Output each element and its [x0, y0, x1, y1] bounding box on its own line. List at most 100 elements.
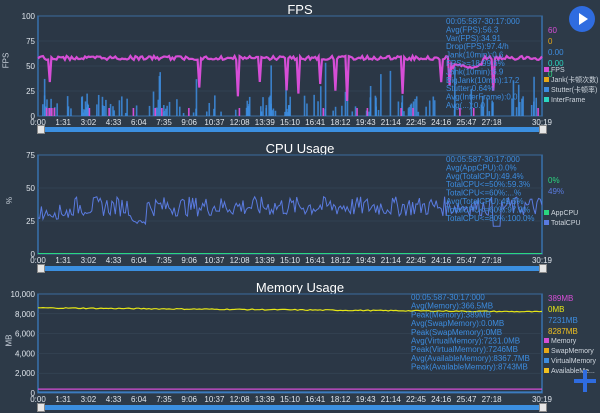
stutter-bar: [50, 98, 52, 116]
stutter-bar: [319, 86, 322, 116]
stutter-bar: [148, 105, 151, 116]
x-tick-label: 0:00: [30, 118, 46, 127]
cpu-chart: 0 25 50 75 0:00 1:31 3:02 4:33 6:04 7:35 9:06 10:37…: [26, 151, 581, 265]
x-tick-label: 18:12: [330, 118, 351, 127]
stutter-bar: [289, 96, 292, 116]
x-tick-label: 4:33: [106, 256, 122, 265]
x-tick-label: 13:39: [255, 395, 276, 404]
x-tick-label: 18:12: [330, 395, 351, 404]
legend-label[interactable]: SwapMemory: [551, 348, 594, 355]
jank-bar: [322, 108, 325, 116]
x-tick-label: 18:12: [330, 256, 351, 265]
x-tick-label: 1:31: [55, 256, 71, 265]
stat-line: Jank(10min):0.6: [446, 51, 504, 60]
current-value: 389MB: [548, 294, 573, 303]
stat-line: TotalCPU<=80%:100.0%: [446, 214, 535, 223]
current-value: 7231MB: [548, 316, 578, 325]
legend-label[interactable]: Memory: [551, 338, 577, 345]
cpu-scroll-start-handle[interactable]: [37, 264, 45, 273]
legend-swatch: [544, 67, 549, 72]
stutter-bar: [124, 112, 127, 116]
stutter-bar: [425, 106, 427, 116]
x-tick-label: 16:41: [305, 118, 326, 127]
legend-label[interactable]: VirtualMemory: [551, 358, 596, 365]
legend-swatch: [544, 87, 549, 92]
jank-bar: [45, 108, 48, 116]
stutter-bar: [286, 108, 288, 116]
stutter-bar: [214, 95, 216, 116]
stutter-bar: [344, 91, 347, 116]
legend-label[interactable]: Jank(卡顿次数): [551, 75, 598, 84]
stutter-bar: [324, 62, 327, 116]
y-tick-label: 25: [26, 87, 35, 96]
stutter-bar: [135, 105, 138, 116]
fps-timeline-scrollbar[interactable]: [38, 127, 544, 132]
stutter-bar: [262, 97, 264, 116]
jank-bar: [53, 108, 56, 116]
legend-label[interactable]: Stutter(卡顿率): [551, 85, 597, 94]
x-tick-label: 9:06: [181, 256, 197, 265]
stutter-bar: [208, 102, 211, 116]
stutter-bar: [285, 82, 287, 116]
y-tick-label: 100: [22, 12, 36, 21]
jank-bar: [49, 108, 51, 116]
stutter-bar: [375, 106, 377, 116]
stutter-bar: [101, 96, 104, 116]
x-tick-label: 6:04: [131, 256, 147, 265]
stat-line: Avg(AppCPU):0.0%: [446, 163, 517, 172]
stutter-bar: [313, 94, 315, 116]
stutter-bar: [521, 98, 523, 116]
stutter-bar: [428, 100, 431, 116]
current-value: 0.00: [548, 59, 564, 68]
stat-line: Avg(AvailableMemory):8367.7MB: [411, 354, 530, 363]
stutter-bar: [492, 102, 494, 116]
cpu-scroll-end-handle[interactable]: [539, 264, 547, 273]
jank-bar: [88, 108, 91, 116]
x-tick-label: 24:16: [431, 256, 452, 265]
stutter-bar: [518, 102, 521, 116]
legend-label[interactable]: InterFrame: [551, 97, 585, 104]
legend-label[interactable]: TotalCPU: [551, 220, 581, 227]
stutter-bar: [268, 97, 270, 116]
current-value: 8287MB: [548, 327, 578, 336]
stutter-bar: [374, 95, 377, 116]
add-button[interactable]: [572, 368, 598, 394]
plus-icon: [574, 370, 596, 392]
stutter-bar: [260, 111, 262, 116]
stutter-bar: [517, 84, 520, 116]
stutter-bar: [168, 101, 171, 116]
stutter-bar: [126, 98, 128, 116]
stutter-bar: [46, 99, 48, 116]
x-tick-label: 7:35: [156, 118, 172, 127]
stutter-bar: [66, 96, 69, 116]
fps-scroll-end-handle[interactable]: [539, 125, 547, 134]
play-button[interactable]: [569, 6, 595, 32]
memory-scroll-end-handle[interactable]: [539, 403, 547, 412]
memory-scroll-start-handle[interactable]: [37, 403, 45, 412]
x-tick-label: 15:10: [280, 256, 301, 265]
stat-line: Drop(FPS):97.4/h: [446, 42, 509, 51]
stutter-bar: [81, 96, 84, 116]
stutter-bar: [103, 105, 106, 116]
legend-label[interactable]: AppCPU: [551, 210, 578, 217]
stat-line: 00:05:587-30:17:000: [411, 293, 485, 302]
stutter-bar: [86, 103, 89, 116]
stutter-bar: [265, 105, 268, 116]
legend-label[interactable]: FPS: [551, 67, 565, 74]
jank-bar: [51, 108, 53, 116]
fps-scroll-start-handle[interactable]: [37, 125, 45, 134]
stutter-bar: [97, 94, 100, 116]
stutter-bar: [109, 103, 112, 116]
jank-bar: [366, 108, 369, 116]
stat-line: Stutter:0.64%: [446, 84, 494, 93]
legend-label[interactable]: AvailableMe...: [551, 368, 595, 375]
stutter-bar: [433, 100, 436, 116]
x-tick-label: 15:10: [280, 118, 301, 127]
jank-bar: [108, 108, 110, 116]
legend-swatch: [544, 358, 549, 363]
jank-bar: [238, 108, 241, 116]
legend-swatch: [544, 77, 549, 82]
memory-timeline-scrollbar[interactable]: [38, 405, 544, 410]
stutter-bar: [118, 100, 121, 116]
cpu-timeline-scrollbar[interactable]: [38, 266, 544, 271]
